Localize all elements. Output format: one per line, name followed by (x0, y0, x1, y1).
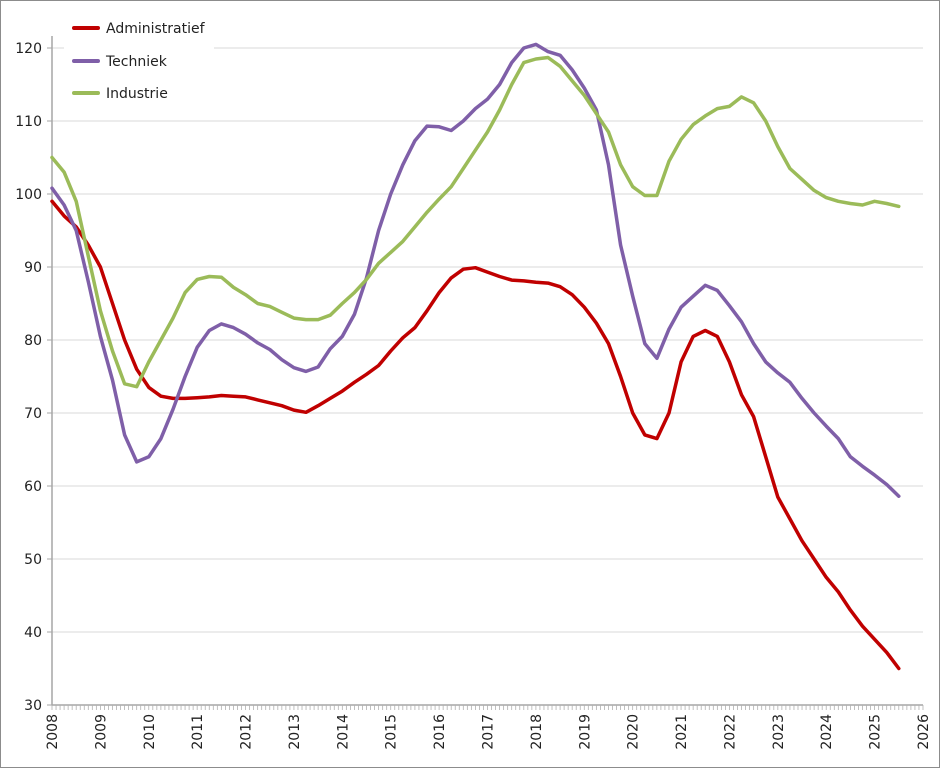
x-tick-label: 2025 (868, 714, 884, 750)
y-tick-label: 120 (15, 41, 42, 57)
y-tick-label: 110 (15, 114, 42, 130)
y-tick-label: 90 (24, 260, 42, 276)
legend-label-administratief: Administratief (106, 21, 206, 37)
x-tick-label: 2026 (916, 714, 932, 750)
y-tick-label: 100 (15, 187, 42, 203)
series-line-industrie (50, 55, 901, 389)
x-tick-label: 2022 (722, 714, 738, 750)
x-tick-label: 2016 (432, 714, 448, 750)
x-tick-label: 2017 (481, 714, 497, 750)
y-axis-ticks: 30 40 50 60 70 80 90 100 110 120 (15, 41, 52, 714)
x-tick-label: 2014 (335, 714, 351, 750)
x-tick-label: 2015 (384, 714, 400, 750)
legend: Administratief Techniek Industrie (64, 10, 214, 110)
x-tick-label: 2013 (287, 714, 303, 750)
x-tick-label: 2010 (142, 714, 158, 750)
series-line-techniek (50, 42, 901, 498)
y-tick-label: 40 (24, 625, 42, 641)
x-tick-label: 2011 (190, 714, 206, 750)
y-tick-label: 70 (24, 406, 42, 422)
x-tick-label: 2020 (626, 714, 642, 750)
y-tick-label: 30 (24, 698, 42, 714)
legend-label-industrie: Industrie (106, 86, 168, 102)
x-tick-label: 2024 (819, 714, 835, 750)
x-tick-label: 2009 (93, 714, 109, 750)
x-tick-label: 2019 (577, 714, 593, 750)
y-tick-label: 80 (24, 333, 42, 349)
legend-label-techniek: Techniek (105, 54, 168, 70)
x-tick-label: 2012 (239, 714, 255, 750)
gridlines (52, 47, 923, 633)
y-tick-label: 50 (24, 552, 42, 568)
y-tick-label: 60 (24, 479, 42, 495)
x-tick-label: 2021 (674, 714, 690, 750)
x-tick-label: 2023 (771, 714, 787, 750)
series-line-administratief (50, 199, 901, 671)
series-lines (50, 42, 901, 671)
x-tick-label: 2018 (529, 714, 545, 750)
axes (51, 36, 924, 710)
x-axis-ticks: 2008 2009 2010 2011 2012 2013 2014 2015 2016 2017… (45, 714, 932, 750)
x-tick-label: 2008 (45, 714, 61, 750)
